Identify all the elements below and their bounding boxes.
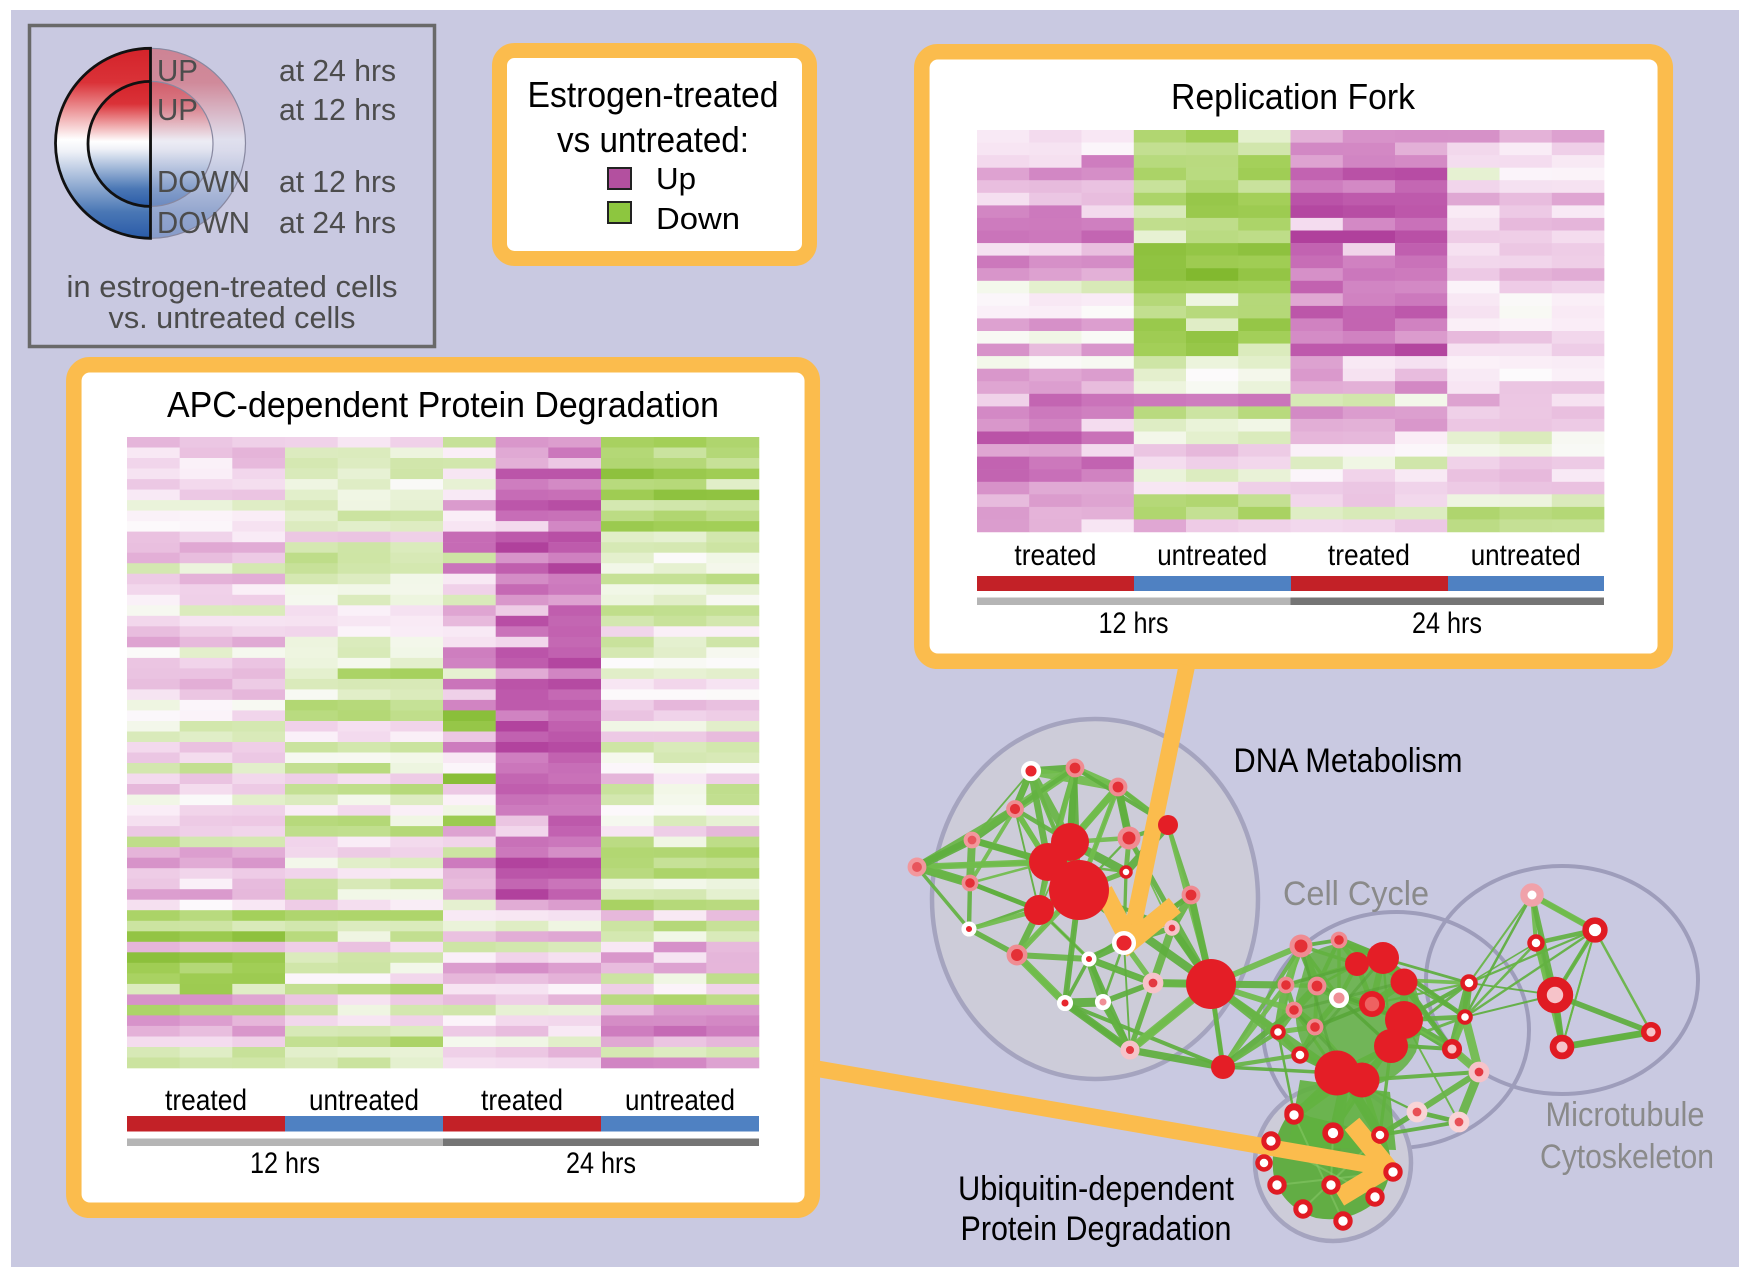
- svg-text:Estrogen-treated: Estrogen-treated: [528, 74, 779, 115]
- svg-text:DNA Metabolism: DNA Metabolism: [1234, 742, 1463, 780]
- svg-text:in estrogen-treated cells: in estrogen-treated cells: [67, 269, 398, 304]
- svg-text:Cytoskeleton: Cytoskeleton: [1540, 1138, 1714, 1176]
- svg-text:Replication Fork: Replication Fork: [1171, 76, 1416, 117]
- svg-text:APC-dependent Protein Degradat: APC-dependent Protein Degradation: [167, 384, 719, 425]
- svg-text:Down: Down: [656, 201, 740, 236]
- svg-text:Microtubule: Microtubule: [1546, 1096, 1705, 1134]
- svg-text:untreated: untreated: [1157, 539, 1267, 572]
- svg-text:at 12 hrs: at 12 hrs: [279, 164, 396, 199]
- svg-text:24 hrs: 24 hrs: [1412, 607, 1482, 640]
- svg-text:12 hrs: 12 hrs: [250, 1147, 320, 1180]
- svg-text:DOWN: DOWN: [157, 205, 250, 240]
- svg-text:Up: Up: [656, 161, 696, 196]
- svg-text:treated: treated: [1328, 539, 1410, 572]
- svg-text:treated: treated: [165, 1084, 247, 1117]
- svg-text:Cell Cycle: Cell Cycle: [1283, 875, 1429, 913]
- svg-text:24 hrs: 24 hrs: [566, 1147, 636, 1180]
- svg-text:untreated: untreated: [309, 1084, 419, 1117]
- svg-text:12 hrs: 12 hrs: [1099, 607, 1169, 640]
- svg-text:treated: treated: [1014, 539, 1096, 572]
- svg-text:vs untreated:: vs untreated:: [557, 119, 749, 160]
- svg-text:Ubiquitin-dependent: Ubiquitin-dependent: [958, 1170, 1234, 1208]
- svg-text:Protein Degradation: Protein Degradation: [961, 1210, 1232, 1248]
- svg-text:DOWN: DOWN: [157, 164, 250, 199]
- svg-text:vs. untreated cells: vs. untreated cells: [109, 300, 356, 335]
- svg-text:UP: UP: [157, 53, 198, 88]
- svg-text:treated: treated: [481, 1084, 563, 1117]
- svg-text:untreated: untreated: [1471, 539, 1581, 572]
- svg-text:at 24 hrs: at 24 hrs: [279, 205, 396, 240]
- svg-text:at 24 hrs: at 24 hrs: [279, 53, 396, 88]
- svg-text:at 12 hrs: at 12 hrs: [279, 92, 396, 127]
- svg-text:untreated: untreated: [625, 1084, 735, 1117]
- svg-text:UP: UP: [157, 92, 198, 127]
